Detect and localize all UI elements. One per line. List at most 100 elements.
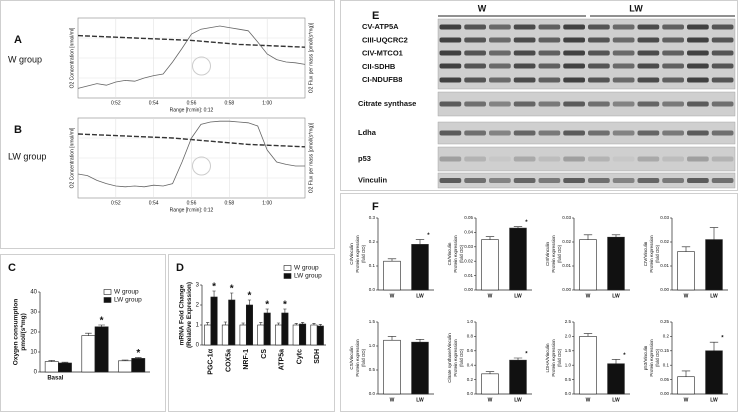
bar — [509, 227, 527, 291]
x-tick-label: CS — [261, 349, 268, 359]
trace-line — [77, 25, 306, 89]
bar — [204, 324, 212, 346]
blot-band — [489, 130, 511, 136]
y-axis-label: LDHA/Vinculin — [545, 343, 550, 372]
x-axis-label: Range [h:min]: 0:12 — [170, 207, 214, 213]
y-axis-label: (fold OD) — [361, 244, 366, 263]
blot-band — [439, 101, 462, 107]
legend-swatch — [283, 273, 292, 279]
y-tick-label: 0.6 — [467, 348, 474, 353]
blot-band — [687, 37, 709, 43]
y-axis-label: CI/Vinculin — [349, 243, 354, 265]
blot-band — [687, 130, 709, 136]
y-tick-label: 1 — [196, 323, 200, 329]
blot-band — [662, 101, 684, 107]
y-axis-label: (fold OD) — [557, 244, 562, 263]
blot-band — [489, 156, 511, 162]
bar — [579, 336, 597, 395]
y-axis-label: (Relative Expression) — [186, 282, 193, 348]
watermark — [192, 156, 211, 176]
x-tick-label: SDH — [314, 349, 321, 364]
significance-mark: * — [283, 300, 287, 311]
x-tick-label: 0:52 — [111, 200, 121, 206]
blot-band — [563, 63, 585, 69]
blot-band — [588, 77, 610, 83]
y2-axis-label: O2 Flux per mass [pmol/(s*mg)] — [308, 122, 314, 193]
blot-membrane — [437, 172, 736, 189]
y-axis-label: Oxygen consumption — [13, 299, 20, 365]
bar — [481, 373, 499, 395]
blot-band — [588, 24, 610, 30]
y-axis-label: Citrate synthase/Vinculin — [447, 333, 452, 383]
blot-label: Ldha — [358, 128, 377, 137]
bar — [316, 325, 324, 346]
error-bar — [312, 323, 316, 325]
blot-band — [464, 130, 486, 136]
bar — [579, 239, 597, 291]
blot-band — [513, 24, 536, 30]
panel-label: E — [372, 10, 379, 22]
x-tick-label: LW — [514, 293, 522, 299]
error-bar — [611, 359, 621, 364]
error-bar — [709, 341, 719, 351]
blot-band — [538, 178, 561, 183]
panel-label: C — [8, 262, 16, 274]
y-tick-label: 2 — [196, 303, 200, 309]
bar — [81, 335, 96, 373]
x-tick-label: COX5a — [225, 349, 232, 372]
y-tick-label: 0.00 — [464, 287, 473, 292]
blot-band — [687, 24, 709, 30]
blot-band — [612, 24, 635, 30]
blot-band — [538, 24, 561, 30]
x-axis-label: Range [h:min]: 0:12 — [170, 107, 214, 113]
y-tick-label: 0.00 — [660, 287, 669, 292]
group-label: LW group — [8, 151, 46, 161]
y-axis-label: CIV/Vinculin — [643, 241, 648, 266]
blot-band — [711, 50, 734, 56]
y-tick-label: 0.0 — [565, 391, 572, 396]
x-tick-label: 0:52 — [111, 100, 121, 106]
blot-band — [711, 101, 734, 107]
group-header: W — [478, 3, 487, 13]
y-axis-label: p53/Vinculin — [643, 345, 648, 370]
bar — [677, 376, 695, 395]
blot-band — [464, 50, 486, 56]
y-tick-label: 0.2 — [369, 239, 376, 244]
blot-band — [662, 77, 684, 83]
blot-band — [489, 101, 511, 107]
blot-band — [687, 101, 709, 107]
x-tick-label: 0:54 — [149, 200, 159, 206]
blot-band — [612, 63, 635, 69]
bar — [257, 324, 265, 346]
y-tick-label: 1.0 — [369, 343, 376, 348]
blot-band — [439, 37, 462, 43]
y-tick-label: 0.4 — [467, 362, 474, 367]
legend-label: LW group — [114, 297, 142, 304]
bar — [677, 251, 695, 291]
y-tick-label: 0.2 — [663, 334, 670, 339]
x-tick-label: 1:00 — [262, 200, 272, 206]
significance-mark: * — [525, 352, 528, 358]
blot-band — [563, 77, 585, 83]
blot-band — [439, 63, 462, 69]
blot-band — [662, 50, 684, 56]
blot-band — [612, 101, 635, 107]
x-tick-label: Basal — [47, 376, 63, 382]
blot-label: CII-SDHB — [362, 62, 396, 71]
bar — [607, 363, 625, 395]
error-bar — [387, 258, 397, 262]
y-tick-label: 0.01 — [660, 263, 669, 268]
y-tick-label: 2.5 — [565, 319, 572, 324]
y-axis-label: Protein expression — [355, 339, 360, 377]
significance-mark: * — [427, 233, 430, 239]
error-bar — [681, 246, 691, 252]
blot-band — [637, 156, 660, 162]
blot-band — [538, 101, 561, 107]
blot-band — [588, 178, 610, 183]
y-axis-label: Protein expression — [649, 339, 654, 377]
blot-membrane — [437, 18, 736, 90]
blot-band — [637, 178, 660, 183]
blot-band — [563, 178, 585, 183]
x-tick-label: 0:56 — [187, 200, 197, 206]
blot-band — [637, 77, 660, 83]
